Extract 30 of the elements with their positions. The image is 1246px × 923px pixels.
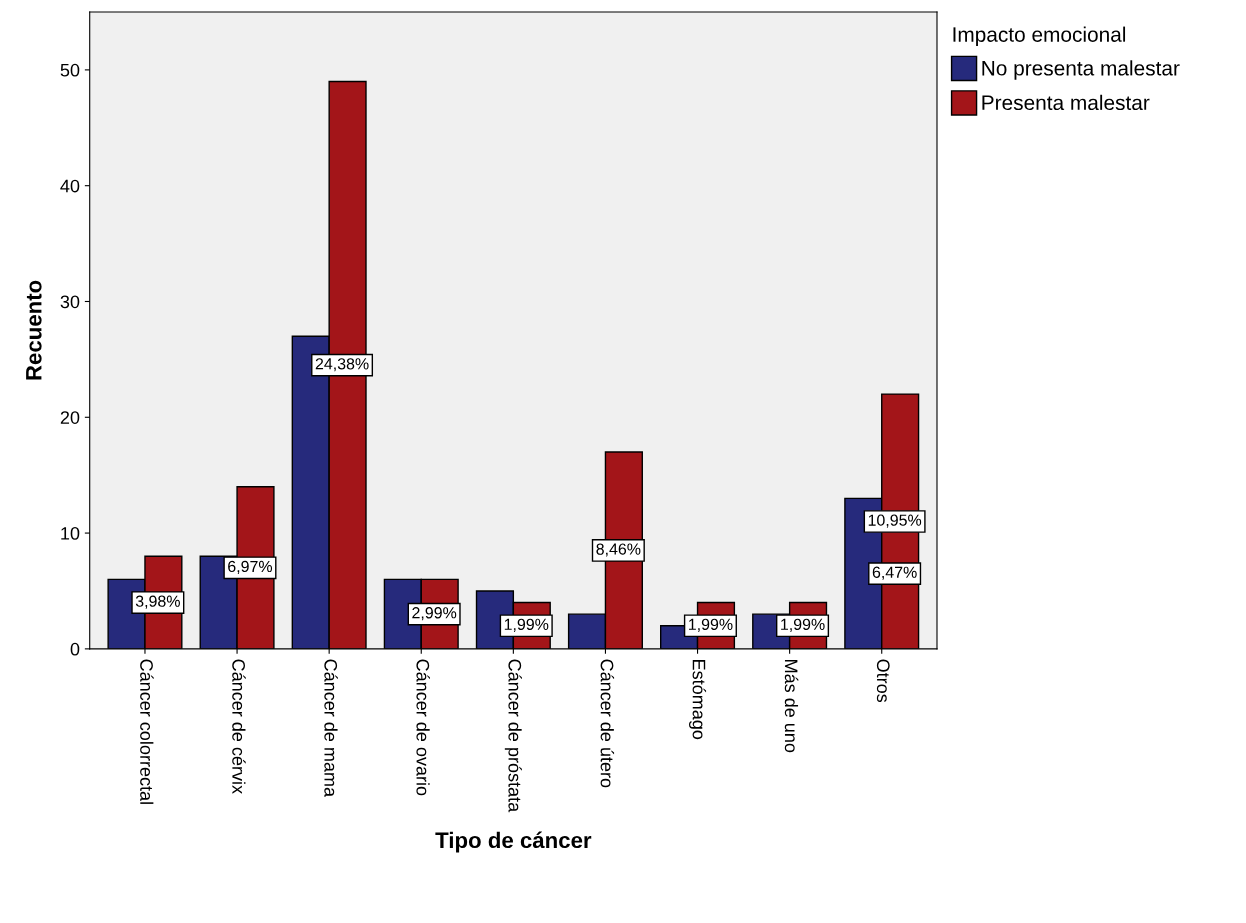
y-tick-label: 50 xyxy=(60,63,80,77)
x-tick-label: Más de uno xyxy=(784,660,799,753)
legend-title: Impacto emocional xyxy=(953,26,1126,46)
annotation: 2,99% xyxy=(412,607,457,621)
x-tick-label: Otros xyxy=(876,659,890,703)
y-tick-label: 40 xyxy=(60,179,80,193)
y-tick-label: 20 xyxy=(60,411,80,424)
x-tick-label: Cáncer colorrectal xyxy=(140,659,154,804)
x-tick-label: Cáncer de cérvix xyxy=(232,659,246,794)
y-tick-label: 30 xyxy=(60,295,80,309)
annotation: 3,98% xyxy=(135,595,180,609)
legend-label: Presenta malestar xyxy=(982,94,1150,111)
legend-label: No presenta malestar xyxy=(982,60,1180,80)
annotation: 8,46% xyxy=(596,543,641,557)
x-tick-label: Cáncer de útero xyxy=(600,659,615,788)
annotation: 1,99% xyxy=(504,618,549,632)
annotation: 10,95% xyxy=(868,514,922,528)
x-axis-title: Tipo de cáncer xyxy=(435,831,592,853)
annotation: 1,99% xyxy=(781,618,825,632)
x-tick-label: Estómago xyxy=(689,660,707,740)
y-tick-label: 10 xyxy=(61,527,80,540)
annotation: 6,97% xyxy=(228,560,273,574)
annotation: 24,38% xyxy=(315,358,369,372)
annotation: 6,47% xyxy=(872,566,917,580)
y-axis-title: Recuento xyxy=(26,280,42,380)
x-tick-label: Cáncer de ovario xyxy=(416,659,430,796)
x-tick-label: Cáncer de mama xyxy=(324,659,338,798)
x-tick-label: Cáncer de próstata xyxy=(504,659,522,813)
y-tick-label: 0 xyxy=(70,642,80,656)
annotation: 1,99% xyxy=(689,618,733,632)
